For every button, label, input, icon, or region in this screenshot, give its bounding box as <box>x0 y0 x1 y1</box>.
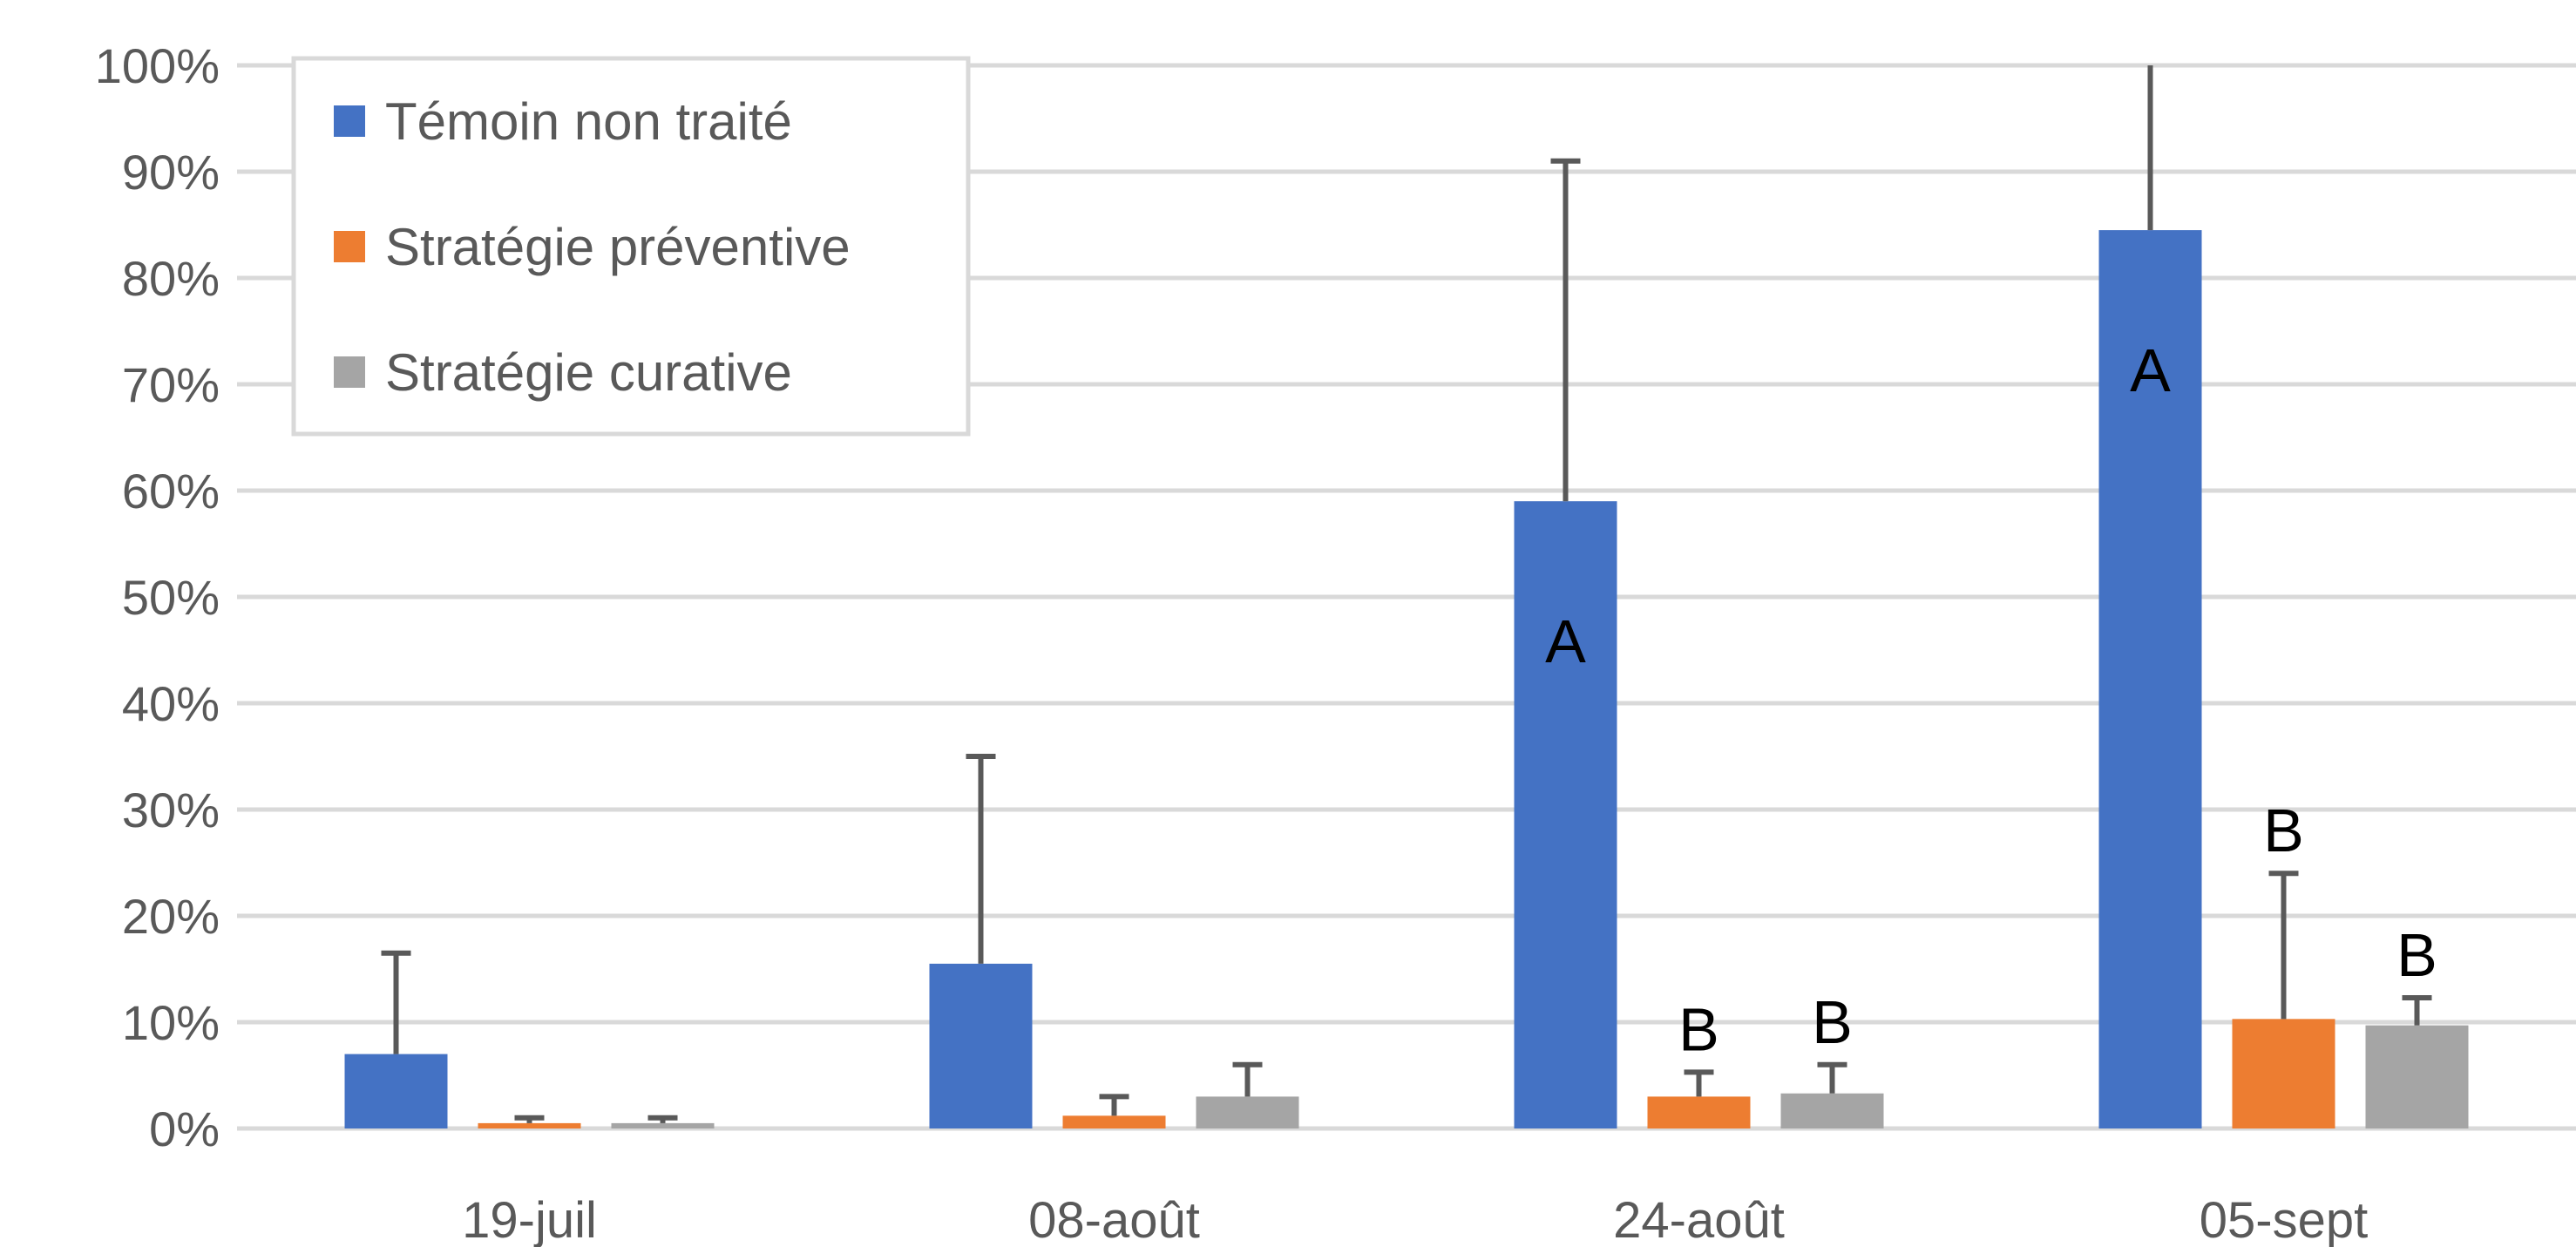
significance-label: B <box>1678 995 1719 1063</box>
x-tick-label: 08-août <box>1028 1192 1200 1247</box>
y-tick-label: 80% <box>122 251 220 306</box>
x-tick-label: 24-août <box>1613 1192 1785 1247</box>
x-tick-label: 19-juil <box>462 1192 597 1247</box>
bar <box>2232 1019 2335 1128</box>
significance-label: B <box>2263 796 2304 864</box>
legend-swatch-2 <box>334 356 365 388</box>
bar <box>611 1122 715 1128</box>
y-tick-label: 20% <box>122 889 220 944</box>
significance-label: B <box>2396 921 2437 989</box>
y-tick-label: 100% <box>95 38 220 93</box>
y-tick-label: 70% <box>122 357 220 412</box>
bar <box>478 1122 581 1128</box>
bar <box>1780 1093 1884 1128</box>
legend-label-0: Témoin non traité <box>385 92 792 151</box>
significance-label: A <box>2130 336 2171 404</box>
bar <box>2365 1025 2469 1128</box>
x-tick-label: 05-sept <box>2200 1192 2368 1247</box>
legend-box <box>291 56 971 437</box>
bar <box>1514 501 1617 1128</box>
bar <box>929 963 1033 1128</box>
bars <box>344 230 2469 1129</box>
y-axis-tick-labels: 0% 10% 20% 30% 40% 50% 60% 70% 80% 90% 100% <box>95 38 220 1156</box>
legend-swatch-0 <box>334 105 365 137</box>
y-tick-label: 50% <box>122 570 220 625</box>
significance-label: B <box>1812 988 1853 1056</box>
bar <box>1647 1096 1751 1128</box>
y-tick-label: 40% <box>122 676 220 731</box>
significance-label: A <box>1545 607 1586 675</box>
y-tick-label: 90% <box>122 145 220 200</box>
significance-labels: A B B A B B <box>1545 336 2437 1063</box>
legend-swatch-1 <box>334 231 365 262</box>
y-tick-label: 30% <box>122 783 220 837</box>
y-tick-label: 10% <box>122 995 220 1050</box>
x-axis-tick-labels: 19-juil 08-août 24-août 05-sept <box>462 1192 2368 1247</box>
y-tick-label: 0% <box>149 1101 220 1156</box>
legend-label-2: Stratégie curative <box>385 343 792 402</box>
legend-label-1: Stratégie préventive <box>385 218 851 276</box>
bar <box>344 1054 448 1128</box>
bar <box>1062 1115 1166 1128</box>
legend: Témoin non traité Stratégie préventive S… <box>291 56 971 437</box>
bar <box>2098 230 2202 1129</box>
y-tick-label: 60% <box>122 464 220 518</box>
bar <box>1196 1096 1299 1128</box>
error-bars <box>381 65 2432 1123</box>
